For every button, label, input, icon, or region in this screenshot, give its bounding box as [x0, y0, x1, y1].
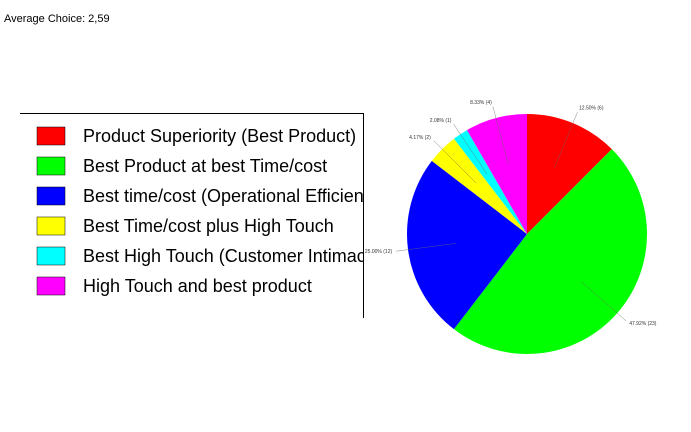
- legend-swatch: [36, 186, 66, 206]
- pie-slice: [406, 160, 527, 330]
- legend-swatch: [36, 216, 66, 236]
- slice-label: 25.00% (12): [365, 249, 393, 255]
- pie-slice: [467, 114, 527, 234]
- slice-label: 2.08% (1): [430, 118, 452, 124]
- legend-swatch: [36, 156, 66, 176]
- leader-line: [554, 111, 578, 168]
- leader-line: [433, 140, 477, 184]
- legend-swatch: [36, 246, 66, 266]
- legend-swatch: [36, 276, 66, 296]
- leader-line: [453, 124, 488, 175]
- slice-label: 8.33% (4): [470, 100, 492, 106]
- leader-line: [492, 106, 509, 165]
- slice-label: 47.92% (23): [629, 321, 657, 327]
- leader-line: [580, 281, 627, 322]
- legend-label: Best High Touch (Customer Intimac: [83, 246, 366, 266]
- pie-slice: [527, 114, 612, 234]
- leader-line: [396, 243, 456, 252]
- average-choice: Average Choice: 2,59: [4, 13, 110, 25]
- legend-swatch: [36, 126, 66, 146]
- legend-label: Best Time/cost plus High Touch: [83, 216, 334, 236]
- pie-slice: [453, 130, 527, 234]
- legend-label: Product Superiority (Best Product): [83, 126, 356, 146]
- legend: Product Superiority (Best Product) Best P…: [36, 126, 373, 296]
- slice-label: 4.17% (2): [409, 135, 431, 141]
- slice-label: 12.50% (6): [579, 106, 604, 112]
- legend-label: Best Product at best Time/cost: [83, 156, 327, 176]
- legend-label: High Touch and best product: [83, 276, 312, 296]
- legend-label: Best time/cost (Operational Efficienc: [83, 186, 373, 206]
- pie: 12.50% (6) 47.92% (23) 25.00% (12) 4.17% (2…: [365, 100, 657, 355]
- pie-slice: [453, 149, 648, 355]
